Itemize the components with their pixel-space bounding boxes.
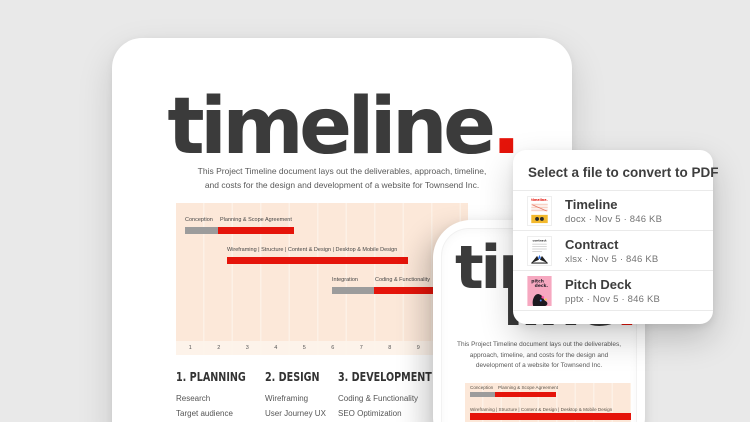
gantt-axis-tick: 6	[331, 345, 335, 351]
phone-description-line: This Project Timeline document lays out …	[456, 341, 622, 348]
gantt-row2-label: Wireframing | Structure | Content & Desi…	[227, 247, 398, 253]
section-item: Wireframing	[265, 394, 309, 403]
svg-text:timeline.: timeline.	[531, 198, 547, 202]
gantt-row1-label-conception: Conception	[185, 217, 213, 223]
contract-doc-thumbnail-icon: contract	[527, 235, 552, 266]
document-description-line: and costs for the design and development…	[204, 179, 480, 190]
pitch-deck-thumbnail-icon: pitch deck.	[527, 275, 552, 306]
section-item: Coding & Functionality	[338, 394, 419, 403]
svg-text:deck.: deck.	[535, 283, 549, 289]
gantt-row3-label-coding: Coding & Functionality	[375, 277, 431, 283]
document-title: timeline.	[112, 88, 572, 166]
timeline-document-card: timeline. This Project Timeline document…	[112, 38, 572, 422]
section-item: SEO Optimization	[338, 408, 402, 418]
phone-description-line: approach, timeline, and costs for the de…	[469, 351, 609, 359]
file-meta: xlsx · Nov 5 · 846 KB	[565, 253, 659, 265]
file-row-timeline[interactable]: timeline. Timeline docx · Nov 5 · 846 KB	[513, 190, 713, 230]
panel-footer	[513, 310, 713, 324]
gantt-row3-label-integration: Integration	[332, 277, 358, 283]
gantt-axis-tick: 5	[302, 345, 306, 351]
document-description: This Project Timeline document lays out …	[112, 165, 572, 192]
section-design-heading: 2. DESIGN	[265, 370, 320, 384]
phone-gantt-row2-label: Wireframing | Structure | Content & Desi…	[470, 407, 613, 412]
timeline-doc-thumbnail-icon: timeline.	[527, 195, 552, 226]
gantt-chart: Conception Planning & Scope Agreement Wi…	[176, 203, 468, 341]
gantt-axis-tick: 7	[359, 345, 363, 351]
file-info: Timeline docx · Nov 5 · 846 KB	[565, 197, 662, 225]
phone-description-line: development of a website for Townsend In…	[475, 362, 603, 370]
phone-gantt-row1-bar-red	[495, 392, 556, 397]
section-development-heading: 3. DEVELOPMENT	[338, 370, 432, 384]
gantt-axis-tick: 3	[245, 345, 249, 351]
gantt-row1-bar-red	[218, 227, 294, 234]
phone-gantt-row1-bar-gray	[470, 392, 495, 397]
file-info: Pitch Deck pptx · Nov 5 · 846 KB	[565, 277, 660, 305]
phone-gantt-chart: Conception Planning & Scope Agreement Wi…	[465, 383, 631, 422]
file-meta: docx · Nov 5 · 846 KB	[565, 213, 663, 225]
phone-gantt-row1-label-conception: Conception	[470, 385, 494, 390]
file-meta: pptx · Nov 5 · 846 KB	[565, 293, 661, 305]
svg-text:pitch: pitch	[531, 278, 544, 284]
section-planning-heading: 1. PLANNING	[176, 370, 246, 384]
file-name: Pitch Deck	[565, 276, 632, 292]
file-info: Contract xlsx · Nov 5 · 846 KB	[565, 237, 658, 265]
file-row-contract[interactable]: contract Contract xlsx · Nov 5 · 846 KB	[513, 230, 713, 270]
gantt-axis-tick: 9	[416, 345, 420, 351]
svg-text:contract: contract	[532, 238, 547, 242]
gantt-axis-tick: 2	[217, 345, 221, 351]
gantt-row3-bar-red	[374, 287, 468, 294]
gantt-row1-bar-gray	[185, 227, 218, 234]
phone-description: This Project Timeline document lays out …	[439, 340, 639, 372]
gantt-row3-bar-gray	[332, 287, 374, 294]
document-description-line: This Project Timeline document lays out …	[197, 166, 487, 176]
file-name: Timeline	[565, 196, 618, 212]
document-title-word: timeline	[167, 82, 496, 172]
section-planning: 1. PLANNING Research Target audience Com…	[176, 370, 263, 422]
file-row-pitch-deck[interactable]: pitch deck. Pitch Deck pptx · Nov 5 · 84…	[513, 270, 713, 310]
gantt-axis: 1 2 3 4 5 6 7 8 9	[176, 341, 468, 355]
panel-heading: Select a file to convert to PDF	[528, 165, 719, 180]
file-name: Contract	[565, 236, 619, 252]
phone-gantt-row2-bar-red	[470, 413, 631, 420]
gantt-row1-label-planning: Planning & Scope Agreement	[220, 217, 292, 223]
section-item: Research	[176, 394, 211, 403]
section-item: Target audience	[176, 408, 233, 418]
gantt-row2-bar-red	[227, 257, 408, 264]
convert-to-pdf-panel: Select a file to convert to PDF timeline…	[513, 150, 719, 324]
section-item: User Journey UX	[265, 408, 326, 418]
section-design: 2. DESIGN Wireframing User Journey UX Si…	[265, 370, 333, 422]
phone-gantt-row1-label-planning: Planning & Scope Agreement	[498, 385, 559, 390]
gantt-axis-tick: 4	[274, 345, 278, 351]
gantt-axis-tick: 1	[188, 345, 192, 351]
section-development: 3. DEVELOPMENT Coding & Functionality SE…	[338, 370, 455, 422]
gantt-axis-tick: 8	[388, 345, 392, 351]
